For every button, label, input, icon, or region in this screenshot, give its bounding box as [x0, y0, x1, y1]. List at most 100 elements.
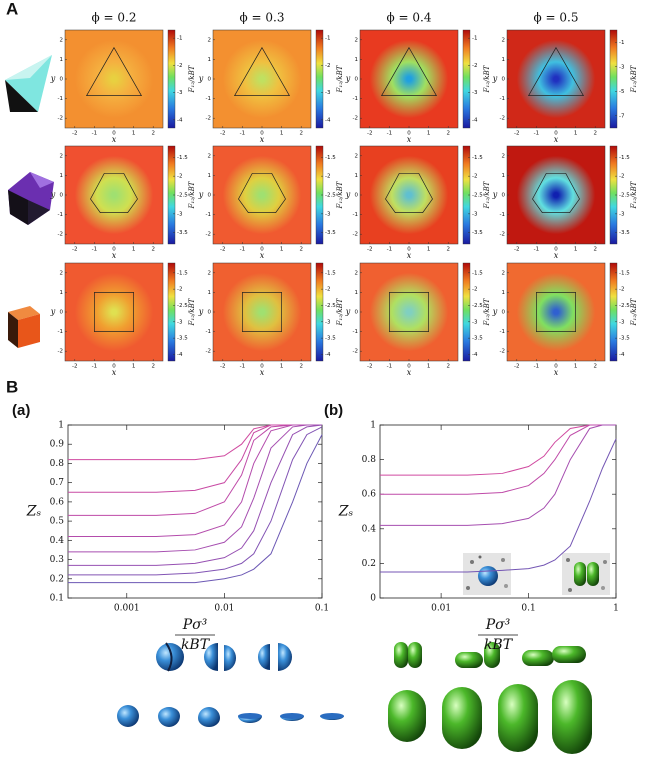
- y-tick-label: 1: [208, 290, 212, 296]
- x-tick-label: 1: [280, 131, 284, 137]
- colorbar-tick-label: -3.5: [619, 230, 630, 236]
- y-tick-label: 0.7: [50, 478, 65, 488]
- x-tick-label: 1: [132, 247, 136, 253]
- colorbar-tick-label: -2: [177, 287, 182, 293]
- subplot-label: (b): [324, 402, 343, 419]
- y-tick-label: 1: [60, 57, 64, 63]
- heatmap-image: [359, 145, 459, 245]
- x-tick-label: -2: [514, 247, 519, 253]
- x-tick-label: -2: [72, 364, 77, 370]
- x-tick-label: -1: [92, 364, 97, 370]
- x-tick-label: 0: [554, 247, 558, 253]
- colorbar-tick-label: -1: [325, 36, 330, 42]
- x-axis-label: x: [554, 251, 559, 260]
- colorbar-tick-label: -1.5: [619, 155, 630, 161]
- x-tick-label: -2: [367, 131, 372, 137]
- colorbar-tick-label: -4: [177, 117, 183, 123]
- y-tick-label: 2: [355, 270, 359, 276]
- y-tick-label: 1: [355, 57, 359, 63]
- x-tick-label: -2: [220, 247, 225, 253]
- y-tick-label: -2: [206, 349, 211, 355]
- y-axis-label: Zₛ: [338, 504, 354, 520]
- y-tick-label: -2: [353, 116, 358, 122]
- colorbar: [167, 29, 176, 129]
- x-tick-label: -2: [220, 364, 225, 370]
- particle-outline: [90, 173, 138, 213]
- column-title: ϕ = 0.2: [92, 11, 137, 25]
- colorbar-tick-label: -2: [325, 63, 330, 69]
- y-axis-label: y: [50, 307, 56, 316]
- x-axis-label: x: [260, 135, 265, 144]
- x-tick-label: -2: [367, 364, 372, 370]
- y-tick-label: -2: [353, 232, 358, 238]
- x-tick-label: 2: [446, 364, 450, 370]
- x-tick-label: 1: [132, 131, 136, 137]
- x-axis-label: x: [112, 251, 117, 260]
- y-tick-label: 2: [208, 37, 212, 43]
- colorbar-tick-label: -1: [472, 36, 477, 42]
- x-tick-label: 1: [132, 364, 136, 370]
- y-tick-label: 1: [355, 290, 359, 296]
- x-tick-label: -2: [72, 247, 77, 253]
- x-tick-label: 1: [280, 247, 284, 253]
- colorbar-tick-label: -3.5: [177, 230, 188, 236]
- colorbar-tick-label: -3: [472, 319, 478, 325]
- cube-icon: [8, 306, 40, 348]
- plot-frame: [67, 424, 323, 599]
- column-title: ϕ = 0.3: [240, 11, 285, 25]
- colorbar-label: F₁₂/kBT: [188, 64, 196, 93]
- colorbar-tick-label: -2: [177, 174, 182, 180]
- subplot-label: (a): [12, 402, 30, 419]
- colorbar-tick-label: -1: [177, 36, 182, 42]
- colorbar-tick-label: -4: [472, 352, 478, 358]
- y-tick-label: 1: [60, 173, 64, 179]
- y-tick-label: -2: [353, 349, 358, 355]
- x-tick-label: -1: [534, 131, 539, 137]
- particle-outline: [94, 292, 134, 332]
- y-tick-label: 1: [502, 290, 506, 296]
- y-tick-label: -2: [206, 232, 211, 238]
- colorbar: [315, 262, 324, 362]
- y-tick-label: 0.6: [50, 497, 65, 507]
- y-tick-label: 0.4: [362, 524, 377, 534]
- x-tick-label: -1: [387, 364, 392, 370]
- colorbar-tick-label: -1.5: [472, 155, 483, 161]
- x-tick-label: 1: [574, 247, 578, 253]
- y-axis-label: y: [50, 74, 56, 83]
- colorbar-tick-label: -4: [619, 352, 625, 358]
- colorbar-tick-label: -1.5: [325, 155, 336, 161]
- y-tick-label: -2: [58, 349, 63, 355]
- colorbar-tick-label: -3.5: [472, 336, 483, 342]
- y-tick-label: 0: [208, 77, 212, 83]
- y-tick-label: 0.3: [50, 555, 65, 565]
- colorbar-tick-label: -3.5: [619, 336, 630, 342]
- y-axis-label: y: [345, 307, 351, 316]
- column-title: ϕ = 0.5: [534, 11, 579, 25]
- x-tick-label: -2: [514, 364, 519, 370]
- colorbar-tick-label: -2.5: [619, 193, 630, 199]
- x-tick-label: -1: [534, 364, 539, 370]
- y-tick-label: 0.4: [50, 536, 65, 546]
- colorbar-tick-label: -4: [177, 352, 183, 358]
- y-tick-label: 0.8: [362, 455, 377, 465]
- colorbar-tick-label: -2: [472, 174, 477, 180]
- y-tick-label: -1: [353, 212, 358, 218]
- colorbar: [167, 262, 176, 362]
- x-tick-label: 1: [574, 364, 578, 370]
- colorbar-tick-label: -3: [325, 211, 331, 217]
- colorbar-tick-label: -1.5: [177, 270, 188, 276]
- heatmap-image: [506, 29, 606, 129]
- heatmap-image: [64, 262, 164, 362]
- y-tick-label: 2: [208, 270, 212, 276]
- colorbar-label: F₁₂/kBT: [336, 64, 344, 93]
- colorbar-tick-label: -3: [177, 90, 183, 96]
- y-tick-label: -2: [500, 116, 505, 122]
- y-tick-label: 0: [355, 193, 359, 199]
- x-tick-label: 1: [427, 247, 431, 253]
- y-tick-label: -2: [500, 232, 505, 238]
- y-tick-label: -1: [353, 96, 358, 102]
- x-axis-label: Pσ³: [485, 617, 511, 633]
- x-tick-label: 2: [446, 131, 450, 137]
- colorbar-tick-label: -4: [472, 117, 478, 123]
